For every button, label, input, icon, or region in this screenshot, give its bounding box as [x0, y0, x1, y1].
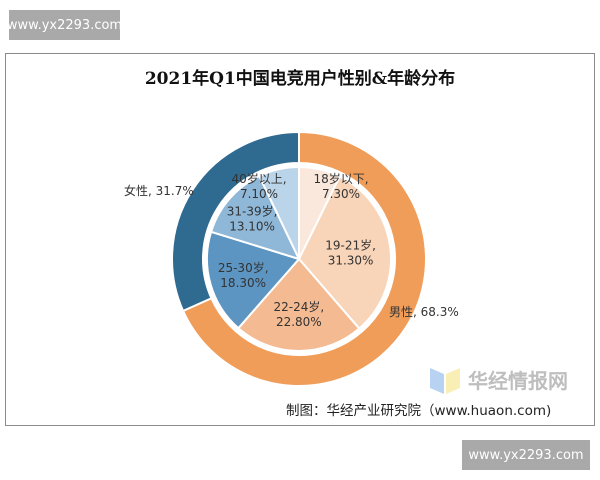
inner-label-name-1: 19-21岁,: [325, 237, 376, 252]
inner-label-name-5: 40岁以上,: [231, 171, 286, 186]
inner-label-name-0: 18岁以下,: [313, 171, 368, 186]
outer-label-male: 男性, 68.3%: [389, 305, 459, 319]
inner-label-value-0: 7.30%: [322, 187, 360, 201]
inner-label-value-4: 13.10%: [229, 219, 275, 233]
inner-slice-1: [297, 175, 392, 330]
outer-slice-1: [171, 130, 300, 313]
chart-frame: 2021年Q1中国电竞用户性别&年龄分布 18岁以下, 7.30% 19-21岁, 3…: [5, 53, 595, 426]
watermark-top: www.yx2293.com: [7, 10, 122, 40]
inner-label-value-3: 18.30%: [220, 276, 266, 290]
inner-label-name-2: 22-24岁,: [273, 299, 324, 314]
huaon-logo: 华经情报网: [428, 364, 568, 394]
inner-label-value-1: 31.30%: [328, 253, 374, 267]
outer-label-female: 女性, 31.7%: [124, 183, 194, 198]
source-note: 制图：华经产业研究院（www.huaon.com): [286, 403, 552, 419]
inner-label-name-4: 31-39岁,: [227, 203, 278, 218]
inner-slice-3: [206, 230, 301, 330]
inner-slice-2: [236, 257, 361, 352]
watermark-bottom: www.yx2293.com: [462, 440, 590, 470]
inner-slice-5: [257, 165, 300, 260]
logo-text: 华经情报网: [468, 368, 568, 393]
logo-icon: [430, 368, 460, 394]
donut-chart: 18岁以下,7.30% 19-21岁,31.30% 22-24岁,22.80% 25-…: [124, 130, 459, 387]
inner-slice-4: [209, 174, 301, 261]
inner-label-value-2: 22.80%: [276, 315, 322, 329]
outer-slice-0: [181, 130, 427, 387]
chart-title: 2021年Q1中国电竞用户性别&年龄分布: [144, 69, 456, 89]
inner-label-value-5: 7.10%: [240, 187, 278, 201]
inner-label-name-3: 25-30岁,: [218, 260, 269, 275]
